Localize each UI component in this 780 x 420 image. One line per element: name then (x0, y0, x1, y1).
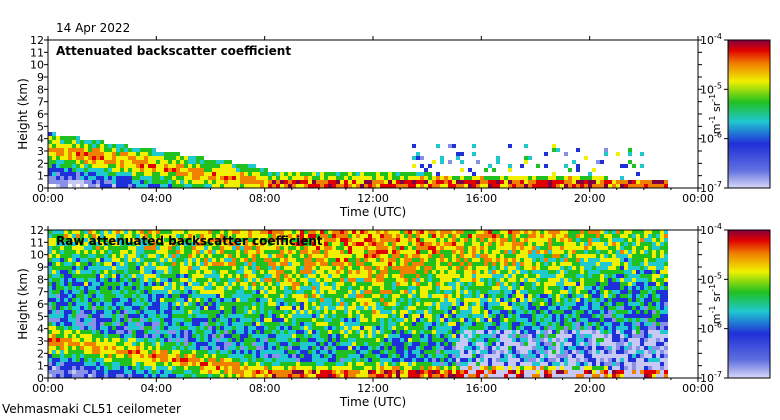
y-tick-label: 9 (37, 261, 44, 274)
y-tick-label: 12 (30, 34, 44, 47)
colorbar (727, 229, 771, 379)
x-tick-label: 08:00 (249, 382, 281, 395)
footer-label: Vehmasmaki CL51 ceilometer (2, 402, 181, 416)
y-tick-label: 11 (30, 46, 44, 59)
backscatter-heatmap (48, 132, 668, 188)
y-tick-label: 7 (37, 96, 44, 109)
y-tick-label: 5 (37, 310, 44, 323)
y-tick-label: 2 (37, 157, 44, 170)
colorbar-tick-label: 10-4 (700, 32, 722, 47)
colorbar-tick-label: 10-7 (700, 180, 722, 195)
x-tick-label: 16:00 (465, 192, 497, 205)
colorbar-unit-label: m-1 sr-1 (708, 284, 723, 324)
y-tick-label: 4 (37, 133, 44, 146)
y-axis-label: Height (km) (16, 78, 30, 149)
y-tick-label: 12 (30, 224, 44, 237)
x-tick-label: 00:00 (682, 192, 714, 205)
y-tick-label: 0 (37, 372, 44, 385)
x-tick-label: 00:00 (682, 382, 714, 395)
y-tick-label: 1 (37, 360, 44, 373)
x-tick-label: 04:00 (140, 192, 172, 205)
x-axis-label: Time (UTC) (339, 205, 406, 219)
colorbar-unit-label: m-1 sr-1 (708, 94, 723, 134)
x-tick-label: 20:00 (574, 192, 606, 205)
backscatter-heatmap (48, 230, 668, 378)
y-tick-label: 10 (30, 249, 44, 262)
y-tick-label: 3 (37, 335, 44, 348)
y-tick-label: 7 (37, 286, 44, 299)
y-tick-label: 11 (30, 236, 44, 249)
panel-title: Raw attenuated backscatter coefficient (56, 234, 323, 248)
y-tick-label: 8 (37, 273, 44, 286)
colorbar (727, 39, 771, 189)
x-tick-label: 04:00 (140, 382, 172, 395)
y-tick-label: 8 (37, 83, 44, 96)
x-tick-label: 08:00 (249, 192, 281, 205)
colorbar-tick-label: 10-7 (700, 370, 722, 385)
x-axis-label: Time (UTC) (339, 395, 406, 409)
y-axis-label: Height (km) (16, 268, 30, 339)
date-label: 14 Apr 2022 (56, 21, 130, 35)
x-tick-label: 12:00 (357, 192, 389, 205)
y-tick-label: 6 (37, 108, 44, 121)
x-tick-label: 12:00 (357, 382, 389, 395)
x-tick-label: 20:00 (574, 382, 606, 395)
y-tick-label: 0 (37, 182, 44, 195)
y-tick-label: 5 (37, 120, 44, 133)
x-tick-label: 00:00 (32, 382, 64, 395)
x-tick-label: 00:00 (32, 192, 64, 205)
y-tick-label: 2 (37, 347, 44, 360)
colorbar-tick-label: 10-4 (700, 222, 722, 237)
y-tick-label: 4 (37, 323, 44, 336)
y-tick-label: 1 (37, 170, 44, 183)
panel-title: Attenuated backscatter coefficient (56, 44, 291, 58)
y-tick-label: 10 (30, 59, 44, 72)
y-tick-label: 3 (37, 145, 44, 158)
x-tick-label: 16:00 (465, 382, 497, 395)
y-tick-label: 6 (37, 298, 44, 311)
y-tick-label: 9 (37, 71, 44, 84)
